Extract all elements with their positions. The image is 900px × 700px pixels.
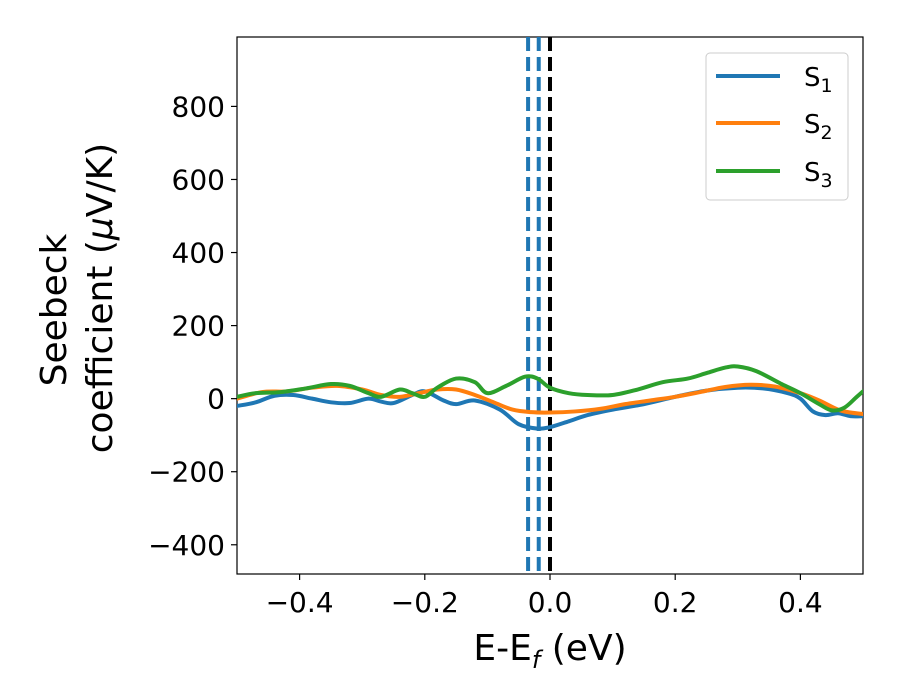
x-tick-label: 0.2	[653, 586, 698, 619]
legend-label-s3: S3	[804, 158, 833, 192]
series-line-s1	[237, 385, 863, 431]
legend-label-s1: S1	[804, 63, 833, 97]
x-tick-label: −0.4	[266, 586, 334, 619]
reference-lines	[526, 37, 552, 574]
y-tick-label: 800	[172, 90, 225, 123]
y-tick-label: 0	[207, 383, 225, 416]
x-tick-label: −0.2	[391, 586, 459, 619]
y-tick-label: −200	[148, 456, 225, 489]
y-axis-title: Seebeck coefficient (μV/K)	[34, 143, 121, 453]
x-tick-label: 0.4	[778, 586, 823, 619]
series-line-s3	[237, 364, 863, 413]
axis-ticks: −0.4 −0.2 0.0 0.2 0.4 −400 −200 0 200 400 600 800	[148, 90, 823, 619]
x-tick-label: 0.0	[528, 586, 573, 619]
y-axis-title-line2: coefficient (μV/K)	[80, 143, 121, 453]
x-axis-title: E-Ef (eV)	[473, 628, 626, 674]
y-tick-label: 400	[172, 237, 225, 270]
y-axis-title-line1: Seebeck	[34, 233, 75, 386]
y-tick-label: 200	[172, 310, 225, 343]
legend-label-s2: S2	[804, 110, 833, 144]
y-tick-label: −400	[148, 529, 225, 562]
legend: S1 S2 S3	[705, 52, 849, 201]
legend-box	[705, 52, 849, 201]
series-lines	[237, 364, 863, 431]
y-tick-label: 600	[172, 163, 225, 196]
